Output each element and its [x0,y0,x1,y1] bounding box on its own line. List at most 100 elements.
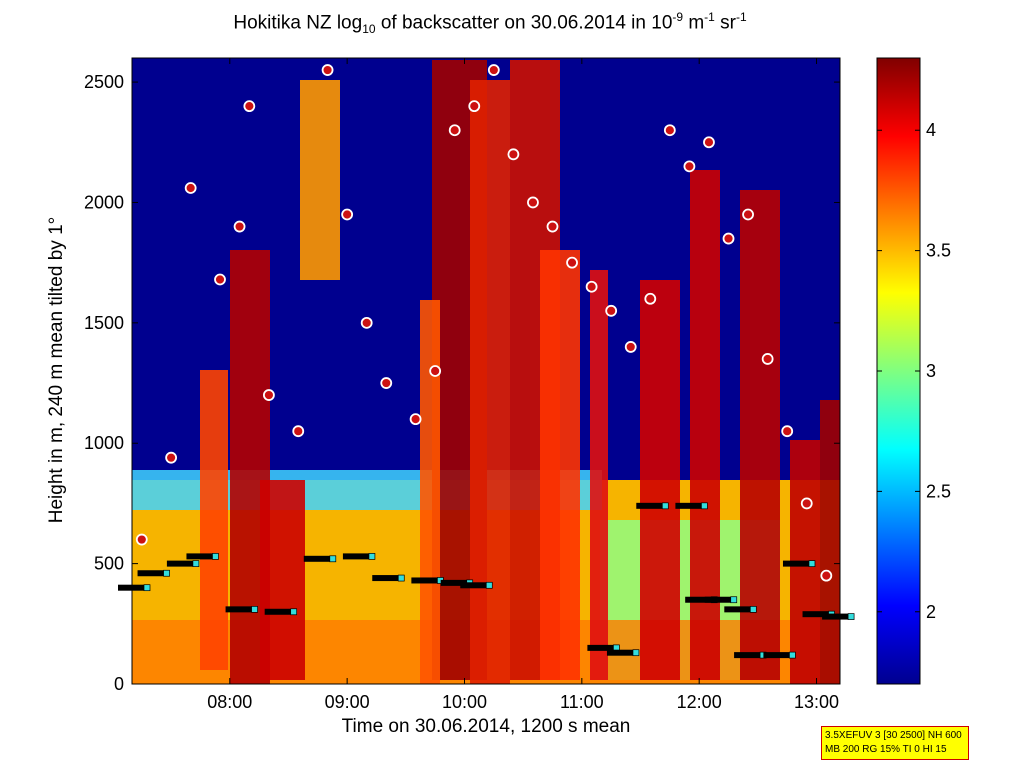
aerosol-layer-marker [342,553,371,560]
backscatter-plume [590,270,608,680]
x-tick-label: 13:00 [794,692,839,712]
info-box: 3.5XEFUV 3 [30 2500] NH 600 MB 200 RG 15… [821,726,969,760]
aerosol-layer-marker [724,606,753,613]
aerosol-layer-marker [636,502,665,509]
cloud-base-marker [585,280,598,293]
aerosol-layer-marker [675,502,704,509]
title-part: Hokitika NZ log [233,12,363,34]
cloud-base-marker [360,316,373,329]
cloud-base-marker [800,497,813,510]
backscatter-plume [540,250,580,680]
info-line-1: 3.5XEFUV 3 [30 2500] NH 600 [825,730,962,741]
colorbar-tick-label: 3 [926,361,936,381]
cloud-base-marker [321,64,334,76]
cloud-base-marker [135,533,148,546]
cloud-base-marker [292,425,305,438]
x-tick-label: 09:00 [325,692,370,712]
aerosol-layer-marker [137,570,166,577]
x-axis-label: Time on 30.06.2014, 1200 s mean [341,716,631,737]
heatmap-field [132,58,840,684]
cloud-base-marker [507,148,520,161]
title-part: -1 [704,10,715,24]
colorbar: 2 2.5 3 3.5 4 [876,57,951,685]
aerosol-layer-marker [685,596,714,603]
backscatter-plume [740,190,780,680]
aerosol-layer-end-marker [212,553,219,560]
aerosol-layer-marker [587,644,616,651]
aerosol-layer-end-marker [290,608,298,616]
aerosol-layer-end-marker [143,584,151,592]
colorbar-tick-label: 3.5 [926,241,951,261]
cloud-base-marker [624,341,637,353]
cloud-base-marker [243,100,256,113]
aerosol-layer-marker [782,560,811,567]
plot-axes: 08:00 09:00 10:00 11:00 12:00 13:00 0 500 1000 15… [84,57,841,712]
backscatter-plume [690,170,720,680]
cloud-base-marker [468,100,481,113]
aerosol-layer-end-marker [163,569,170,577]
aerosol-layer-marker [225,606,254,613]
aerosol-layer-marker [186,553,215,560]
cloud-base-marker [605,304,618,317]
plot-frame [131,57,841,685]
cloud-base-marker [448,124,461,137]
aerosol-layer-marker [411,577,440,584]
aerosol-layer-marker [822,613,851,620]
aerosol-layer-marker [763,652,792,659]
cloud-base-marker [429,365,442,377]
backscatter-plume [470,80,510,684]
layer-markers [118,64,855,659]
cloud-base-marker [781,425,794,438]
aerosol-layer-end-marker [251,606,258,613]
colorbar-tick-label: 2 [926,602,936,622]
aerosol-layer-end-marker [749,606,757,613]
aerosol-layer-end-marker [661,502,669,510]
cloud-base-marker [566,256,578,269]
cloud-base-marker [184,182,197,194]
title-part: sr [714,12,736,34]
cloud-base-marker [487,64,500,76]
aerosol-layer-marker [802,611,831,618]
backscatter-plume [820,400,840,684]
cloud-base-marker [263,389,275,401]
aerosol-layer-marker [440,579,469,586]
cloud-base-marker [214,273,226,286]
cloud-base-marker [546,220,559,233]
cloud-base-marker [644,292,657,305]
aerosol-layer-marker [166,560,195,567]
title-part: -1 [735,10,747,24]
backscatter-plume [420,300,440,684]
colorbar-gradient [876,57,921,685]
title-part: of backscatter on 30.06.2014 in 10 [375,12,673,34]
cloud-base-marker [663,124,676,137]
aerosol-layer-marker [372,575,401,582]
backscatter-plume [640,280,680,680]
x-tick-label: 12:00 [677,692,722,712]
chart-title: Hokitika NZ log10 of backscatter on 30.0… [0,10,980,36]
aerosol-layer-end-marker [701,502,708,510]
colorbar-tick-label: 4 [926,120,936,140]
title-part: -9 [672,10,684,24]
backscatter-plume [200,370,228,670]
y-tick-label: 500 [94,554,124,574]
y-tick-label: 2500 [84,72,124,92]
cloud-base-marker [233,220,246,233]
x-tick-label: 11:00 [560,692,604,712]
cloud-base-marker [820,569,833,582]
cloud-base-marker [683,160,696,173]
backscatter-plume [300,80,340,280]
aerosol-layer-marker [606,649,635,656]
cloud-base-marker [165,451,178,464]
aerosol-layer-end-marker [192,560,200,567]
aerosol-layer-marker [264,608,293,615]
cloud-base-marker [703,136,715,149]
aerosol-layer-end-marker [789,651,796,659]
x-tick-label: 10:00 [442,692,487,712]
y-tick-label: 1000 [84,433,124,453]
aerosol-layer-marker [734,652,763,659]
cloud-base-marker [722,232,735,245]
info-line-2: MB 200 RG 15% TI 0 HI 15 [825,744,947,755]
aerosol-layer-end-marker [329,555,337,563]
cloud-base-marker [380,377,393,389]
